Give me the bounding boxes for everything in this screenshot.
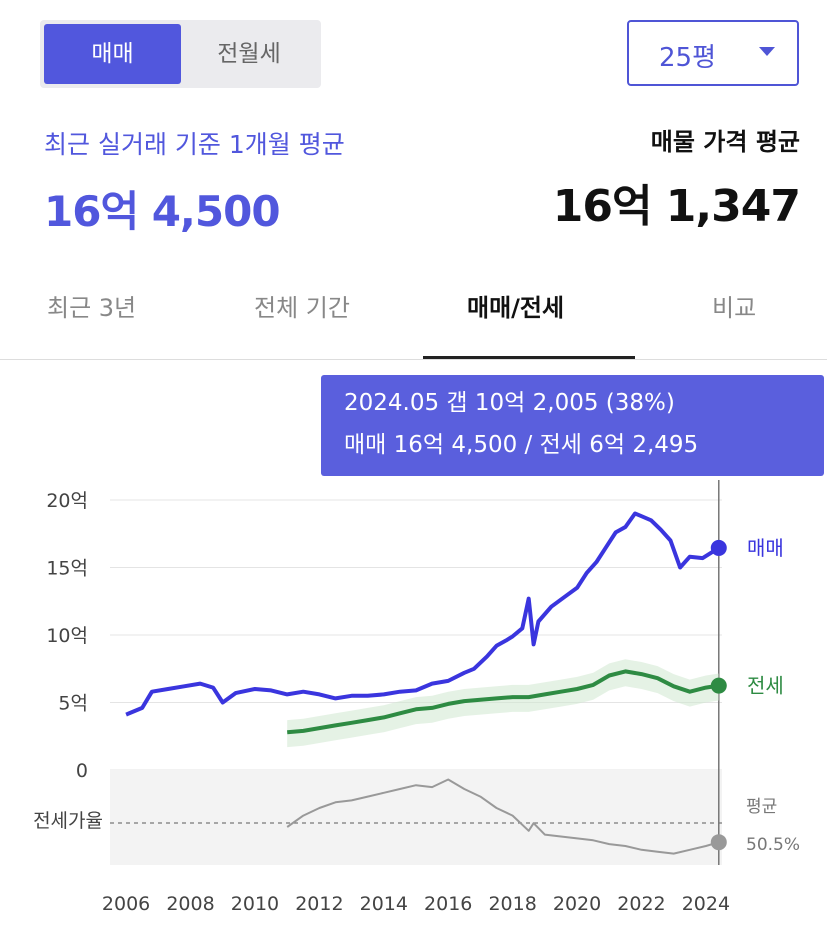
ratio-series-line xyxy=(286,778,720,855)
ratio-average-value: 50.5% xyxy=(746,835,800,855)
jeonse-series-line xyxy=(287,669,720,735)
tab-compare[interactable]: 비교 xyxy=(712,294,757,322)
listing-price-label: 매물 가격 평균 xyxy=(650,128,800,156)
ratio-endpoint-marker xyxy=(710,834,727,851)
x-tick-label: 2016 xyxy=(424,893,472,915)
tooltip-line-2: 매매 16억 4,500 / 전세 6억 2,495 xyxy=(344,432,698,458)
tooltip-line-1: 2024.05 갭 10억 2,005 (38%) xyxy=(344,390,675,416)
trade-type-toggle: 매매 전월세 xyxy=(40,20,321,88)
size-select[interactable]: 25평 xyxy=(627,20,799,86)
size-select-value: 25평 xyxy=(659,43,717,73)
y-tick-label: 10억 xyxy=(46,625,88,647)
x-tick-label: 2018 xyxy=(488,893,536,915)
jeonse-range-band xyxy=(287,659,719,748)
chevron-down-icon xyxy=(759,47,775,56)
tabs-divider xyxy=(0,359,827,360)
jeonse-series-label: 전세 xyxy=(747,674,784,698)
x-tick-label: 2020 xyxy=(553,893,601,915)
price-chart: 20억 15억 10억 5억 0 전세가율 매매 전세 평균 50.5% 2006 200… xyxy=(33,375,824,915)
tooltip-box xyxy=(321,375,824,476)
x-tick-label: 2012 xyxy=(295,893,343,915)
tab-recent-3y[interactable]: 최근 3년 xyxy=(47,294,137,322)
x-tick-label: 2024 xyxy=(682,893,730,915)
recent-trade-label: 최근 실거래 기준 1개월 평균 xyxy=(44,130,345,159)
x-tick-label: 2022 xyxy=(617,893,665,915)
ratio-axis-label: 전세가율 xyxy=(33,810,103,832)
rent-toggle-button[interactable]: 전월세 xyxy=(217,41,281,67)
recent-trade-value: 16억 4,500 xyxy=(44,187,281,236)
tab-all-period[interactable]: 전체 기간 xyxy=(254,294,350,322)
x-tick-label: 2006 xyxy=(102,893,150,915)
x-tick-label: 2014 xyxy=(360,893,408,915)
y-tick-label: 0 xyxy=(76,760,88,782)
x-tick-label: 2010 xyxy=(231,893,279,915)
y-tick-label: 5억 xyxy=(58,693,88,715)
sale-series-line xyxy=(125,511,720,717)
sale-endpoint-marker xyxy=(710,539,727,556)
y-tick-label: 20억 xyxy=(46,490,88,512)
jeonse-endpoint-marker xyxy=(710,677,727,694)
tab-sale-jeonse[interactable]: 매매/전세 xyxy=(467,294,565,322)
active-tab-indicator xyxy=(423,356,635,359)
sale-series-label: 매매 xyxy=(747,536,784,560)
ratio-average-label: 평균 xyxy=(746,797,777,817)
sale-toggle-button[interactable]: 매매 xyxy=(44,24,181,84)
x-tick-label: 2008 xyxy=(166,893,214,915)
listing-price-value: 16억 1,347 xyxy=(552,181,801,232)
y-tick-label: 15억 xyxy=(46,558,88,580)
